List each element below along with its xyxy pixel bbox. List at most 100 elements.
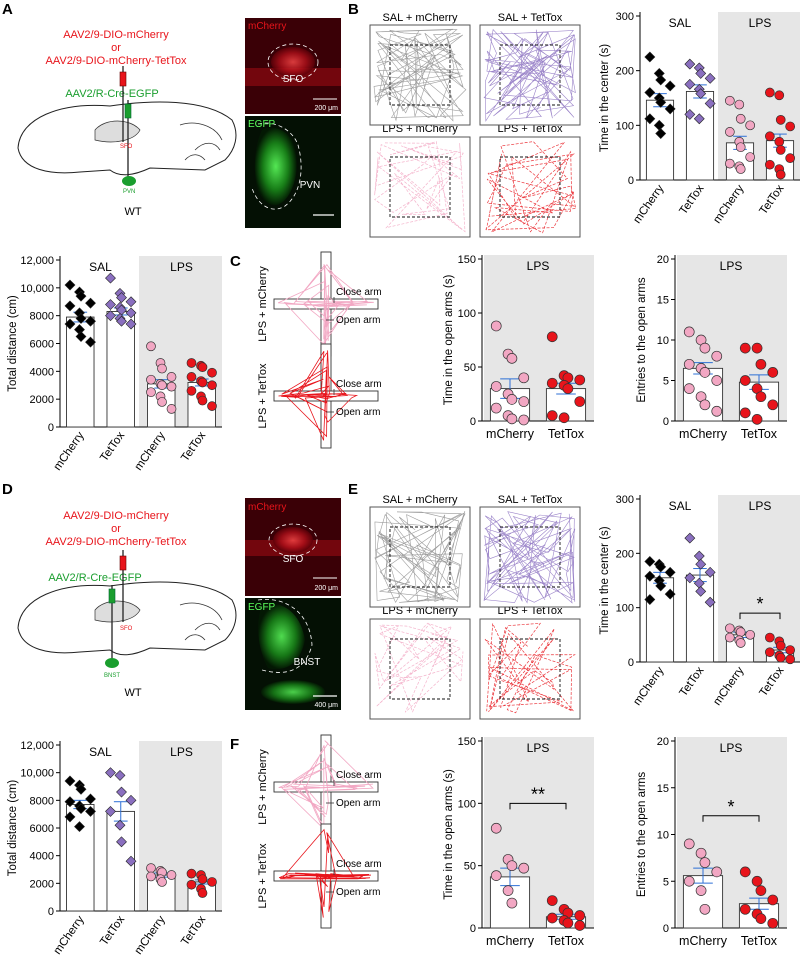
openfield-bottom: SAL + mCherry SAL + TetTox LPS + mCherry… <box>369 494 581 720</box>
data-point <box>85 805 96 817</box>
data-point <box>764 87 775 98</box>
y-tick-label: 0 <box>663 923 669 935</box>
mcherry-channel-label: mCherry <box>248 21 286 32</box>
data-point <box>695 67 707 79</box>
data-point <box>683 875 695 887</box>
y-tick-label: 12,000 <box>20 255 54 267</box>
data-point <box>546 895 558 906</box>
bnst-signal <box>258 603 305 670</box>
arena-lps-tettox <box>479 136 581 238</box>
data-point <box>146 871 156 882</box>
data-point <box>518 862 530 874</box>
data-point <box>197 395 208 406</box>
group-label: LPS <box>170 260 193 274</box>
data-point <box>644 87 656 98</box>
data-point <box>197 377 208 388</box>
data-point <box>739 342 751 354</box>
x-tick-label: TetTox <box>548 934 585 948</box>
center-zone <box>389 638 451 700</box>
data-point <box>755 885 767 896</box>
x-tick-label: mCherry <box>679 427 728 441</box>
data-point <box>166 404 177 414</box>
open-arm-label: Open arm <box>336 407 380 418</box>
y-tick-label: 10,000 <box>20 768 54 780</box>
y-axis-label: Time in the open arms (s) <box>443 275 455 406</box>
y-tick-label: 100 <box>458 798 476 810</box>
data-point <box>64 279 76 291</box>
x-tick-label: TetTox <box>179 430 208 464</box>
data-point <box>644 51 656 63</box>
x-tick-label: TetTox <box>741 427 778 441</box>
y-tick-label: 100 <box>616 120 634 132</box>
y-tick-label: 20 <box>657 736 669 748</box>
sfo-signal <box>273 527 313 553</box>
virus3-label: AAV2/R-Cre-EGFP <box>48 572 141 584</box>
y-axis-label: Time in the open arms (s) <box>443 769 455 900</box>
epm-title: LPS + mCherry <box>257 749 269 825</box>
data-point <box>735 113 746 124</box>
significance-label: ** <box>531 784 545 804</box>
x-tick-label: TetTox <box>758 665 787 699</box>
data-point <box>105 310 116 322</box>
data-point <box>114 770 126 781</box>
significance-bracket <box>702 815 760 822</box>
trajectory <box>483 28 576 122</box>
schematic-bottom: AAV2/9-DIO-mCherry or AAV2/9-DIO-mCherry… <box>17 510 237 699</box>
data-point <box>75 331 87 342</box>
data-point <box>755 913 767 925</box>
x-tick-label: TetTox <box>98 430 127 464</box>
data-point <box>116 292 127 303</box>
y-tick-label: 0 <box>470 923 476 935</box>
y-tick-label: 8000 <box>30 311 54 323</box>
trajectory <box>483 511 576 604</box>
data-point <box>490 320 502 332</box>
trajectory <box>373 28 467 122</box>
panel-letter-b: B <box>348 1 359 18</box>
y-tick-label: 12,000 <box>20 740 54 752</box>
y-tick-label: 2000 <box>30 394 54 406</box>
y-tick-label: 50 <box>464 861 476 873</box>
x-tick-label: mCherry <box>711 183 746 226</box>
data-point <box>105 767 116 779</box>
virus1-label: AAV2/9-DIO-mCherry <box>63 510 169 522</box>
data-point <box>125 296 137 308</box>
y-tick-label: 6000 <box>30 823 54 835</box>
y-tick-label: 0 <box>48 906 54 918</box>
data-point <box>105 805 116 817</box>
site1-label: SFO <box>120 144 133 150</box>
histology-bottom: mCherry SFO 200 μm EGFP BNST 400 μm <box>245 498 341 710</box>
data-point <box>695 558 707 570</box>
data-point <box>785 645 796 655</box>
data-point <box>146 387 156 398</box>
open-arm-label: Open arm <box>336 798 380 809</box>
data-point <box>724 632 735 643</box>
sfo-label: SFO <box>283 74 304 85</box>
data-point <box>574 396 586 407</box>
ventricle-shape <box>94 120 141 143</box>
histology-top: mCherry SFO 200 μm EGFP PVN <box>245 18 341 228</box>
data-point <box>695 847 707 859</box>
arena-lps-mcherry <box>369 136 471 238</box>
data-point <box>785 121 796 132</box>
scale-label: 400 μm <box>315 702 339 709</box>
data-point <box>574 910 586 921</box>
data-point <box>558 412 570 424</box>
data-point <box>695 88 707 100</box>
data-point <box>157 380 167 391</box>
data-point <box>711 405 723 417</box>
y-tick-label: 300 <box>616 11 634 23</box>
site2-label: BNST <box>104 673 120 679</box>
data-point <box>683 326 695 338</box>
data-point <box>775 115 786 125</box>
group-label: LPS <box>170 745 193 759</box>
data-point <box>767 917 779 929</box>
data-point <box>85 793 96 805</box>
data-point <box>116 836 127 848</box>
data-point <box>693 550 705 562</box>
virus-or-label: or <box>111 523 121 535</box>
data-point <box>146 374 156 385</box>
y-tick-label: 20 <box>657 254 669 266</box>
data-point <box>490 381 502 392</box>
chart-title: LPS <box>720 741 743 755</box>
data-point <box>186 868 197 879</box>
